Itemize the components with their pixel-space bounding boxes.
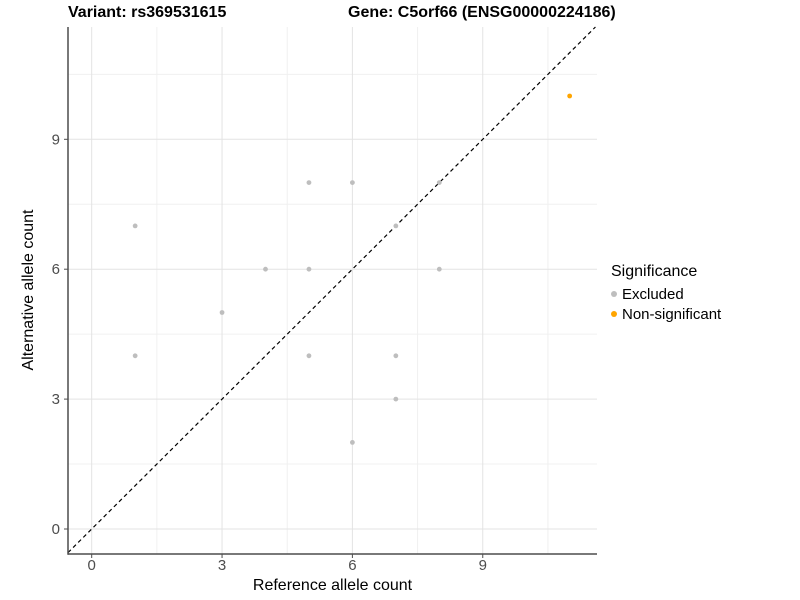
data-point-excluded bbox=[306, 180, 312, 186]
y-axis-title: Alternative allele count bbox=[20, 209, 37, 371]
data-point-non-significant bbox=[567, 93, 573, 99]
y-tick-label: 3 bbox=[52, 391, 60, 408]
x-tick-label: 0 bbox=[88, 557, 96, 574]
data-point-excluded bbox=[132, 223, 138, 229]
y-tick-label: 6 bbox=[52, 261, 60, 278]
data-point-excluded bbox=[306, 266, 312, 272]
data-point-excluded bbox=[219, 310, 225, 315]
identity-reference-line bbox=[67, 26, 596, 554]
data-point-excluded bbox=[263, 266, 268, 272]
legend-key-excluded-icon bbox=[611, 291, 617, 297]
legend-label-non-significant: Non-significant bbox=[622, 305, 722, 323]
y-tick-label: 9 bbox=[52, 131, 60, 148]
x-tick-label: 9 bbox=[479, 557, 487, 574]
legend-item-non-significant: Non-significant bbox=[611, 304, 721, 324]
data-point-excluded bbox=[436, 180, 442, 186]
plot-title-gene: Gene: C5orf66 (ENSG00000224186) bbox=[348, 4, 616, 21]
data-point-excluded bbox=[393, 396, 399, 402]
data-point-excluded bbox=[393, 223, 399, 229]
legend-key-non-significant-icon bbox=[611, 311, 617, 317]
data-point-excluded bbox=[132, 353, 138, 359]
data-point-excluded bbox=[306, 353, 312, 359]
legend-title: Significance bbox=[611, 263, 698, 280]
x-axis-title: Reference allele count bbox=[252, 577, 413, 594]
data-point-excluded bbox=[350, 180, 355, 186]
y-tick-label: 0 bbox=[52, 521, 60, 538]
data-point-excluded bbox=[350, 440, 355, 445]
x-tick-label: 6 bbox=[348, 557, 356, 574]
plot-title-variant: Variant: rs369531615 bbox=[68, 4, 227, 21]
legend-item-excluded: Excluded bbox=[611, 284, 721, 304]
legend-label-excluded: Excluded bbox=[622, 285, 684, 303]
x-tick-label: 3 bbox=[218, 557, 226, 574]
legend: Significance Excluded Non-significant bbox=[611, 263, 721, 324]
data-point-excluded bbox=[436, 266, 442, 272]
data-point-excluded bbox=[393, 353, 399, 359]
